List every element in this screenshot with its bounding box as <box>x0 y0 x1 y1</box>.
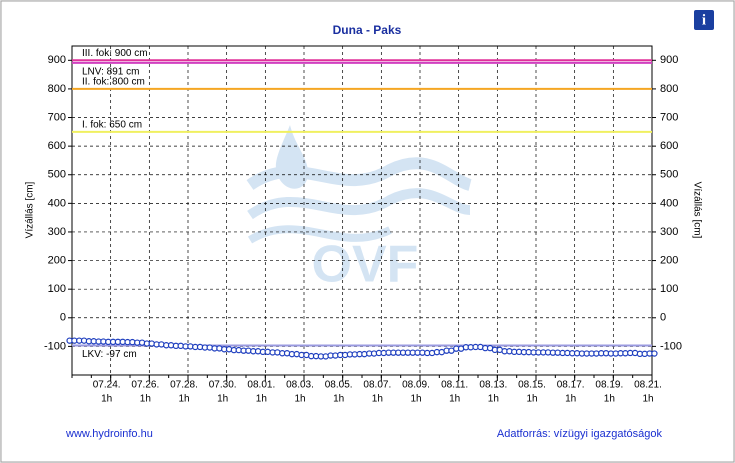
x-tick-label: 08.21. <box>634 380 662 391</box>
y-tick-label: 500 <box>48 169 66 181</box>
x-tick-label: 1h <box>604 394 615 405</box>
plot-area <box>71 45 653 376</box>
x-tick-label: 1h <box>372 394 383 405</box>
y-tick-label: 400 <box>48 197 66 209</box>
y2-tick-label: 800 <box>660 83 678 95</box>
info-icon[interactable]: i <box>702 12 706 28</box>
x-tick-label: 08.15. <box>518 380 546 391</box>
x-tick-label: 1h <box>101 394 112 405</box>
x-tick-label: 1h <box>140 394 151 405</box>
threshold-label: LNV: 891 cm <box>82 67 139 78</box>
x-tick-label: 08.11. <box>441 380 468 391</box>
x-tick-label: 08.07. <box>363 380 391 391</box>
x-tick-label: 07.26. <box>131 380 159 391</box>
x-tick-label: 08.13. <box>479 380 507 391</box>
y2-axis-label: Vízállás [cm] <box>691 182 702 239</box>
x-tick-label: 1h <box>488 394 499 405</box>
y2-tick-label: 300 <box>660 226 678 238</box>
y2-tick-label: 0 <box>660 312 666 324</box>
footer-source: Adatforrás: vízügyi igazgatóságok <box>497 428 663 440</box>
y-tick-label: 600 <box>48 140 66 152</box>
y-tick-label: 0 <box>60 312 66 324</box>
footer-link[interactable]: www.hydroinfo.hu <box>65 428 153 440</box>
x-tick-label: 1h <box>333 394 344 405</box>
x-tick-label: 08.05. <box>325 380 353 391</box>
threshold-label: II. fok: 800 cm <box>82 77 145 88</box>
x-tick-label: 07.28. <box>170 380 198 391</box>
x-tick-label: 1h <box>217 394 228 405</box>
info-button[interactable] <box>694 10 714 30</box>
x-tick-label: 08.09. <box>402 380 430 391</box>
y2-tick-label: 600 <box>660 140 678 152</box>
x-tick-label: 07.24. <box>93 380 121 391</box>
x-tick-label: 1h <box>642 394 653 405</box>
y2-tick-label: 900 <box>660 54 678 66</box>
watermark-logo: OVF <box>246 125 472 294</box>
y-tick-label: 900 <box>48 54 66 66</box>
y2-tick-label: 400 <box>660 197 678 209</box>
x-tick-label: 08.17. <box>557 380 585 391</box>
threshold-label: I. fok: 650 cm <box>82 119 142 130</box>
x-tick-label: 08.01. <box>247 380 275 391</box>
y-axis-label: Vízállás [cm] <box>25 181 36 238</box>
threshold-label: LKV: -97 cm <box>82 349 137 360</box>
y-tick-label: 100 <box>48 283 66 295</box>
y2-tick-label: 100 <box>660 283 678 295</box>
x-tick-label: 1h <box>256 394 267 405</box>
threshold-label: III. fok: 900 cm <box>82 48 148 59</box>
y2-tick-label: -100 <box>660 340 682 352</box>
x-tick-label: 1h <box>410 394 421 405</box>
x-tick-label: 1h <box>565 394 576 405</box>
y2-tick-label: 500 <box>660 169 678 181</box>
y-tick-label: -100 <box>44 340 66 352</box>
x-tick-label: 1h <box>294 394 305 405</box>
y2-tick-label: 700 <box>660 111 678 123</box>
x-tick-label: 1h <box>178 394 189 405</box>
watermark: OVF <box>312 236 419 294</box>
x-tick-label: 1h <box>449 394 460 405</box>
y2-tick-label: 200 <box>660 254 678 266</box>
y-tick-label: 300 <box>48 226 66 238</box>
data-point <box>651 350 658 357</box>
chart-title: Duna - Paks <box>333 23 402 37</box>
x-tick-label: 07.30. <box>209 380 237 391</box>
y-tick-label: 800 <box>48 83 66 95</box>
x-tick-label: 08.03. <box>286 380 314 391</box>
y-tick-label: 700 <box>48 111 66 123</box>
x-tick-label: 1h <box>526 394 537 405</box>
y-tick-label: 200 <box>48 254 66 266</box>
x-tick-label: 08.19. <box>595 380 623 391</box>
